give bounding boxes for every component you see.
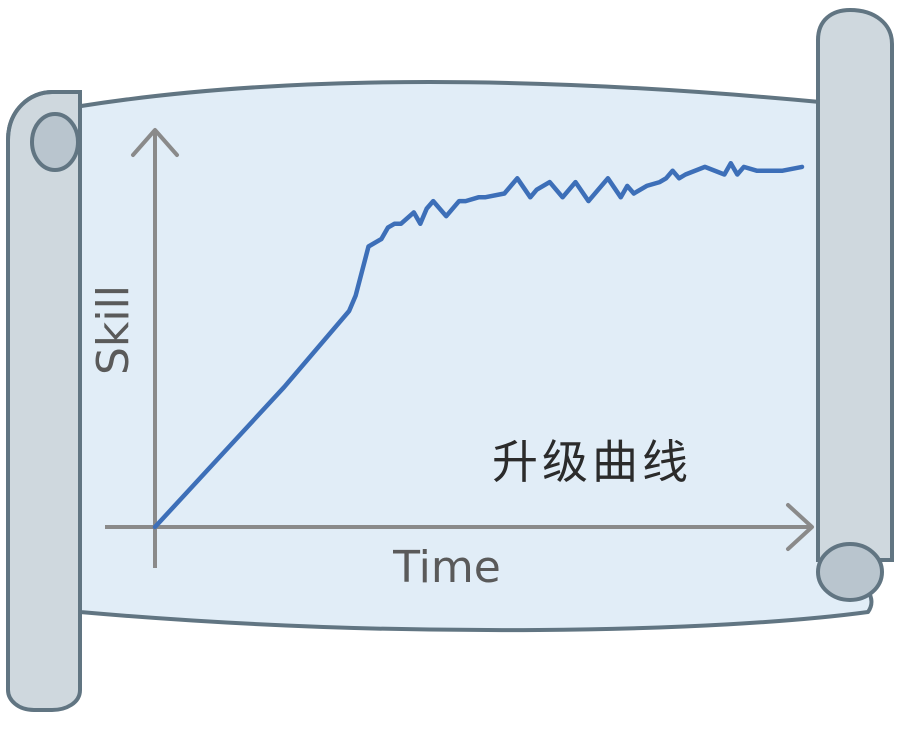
x-axis-label: Time [392, 542, 501, 593]
left-roller [6, 90, 82, 712]
y-axis-arrowhead [131, 128, 179, 157]
axes [105, 128, 814, 568]
skill-series-line [152, 160, 805, 530]
y-axis-label: Skill [88, 285, 139, 375]
right-roller [816, 7, 894, 602]
chart-title: 升级曲线 [492, 435, 692, 489]
x-axis-arrowhead [786, 503, 814, 551]
